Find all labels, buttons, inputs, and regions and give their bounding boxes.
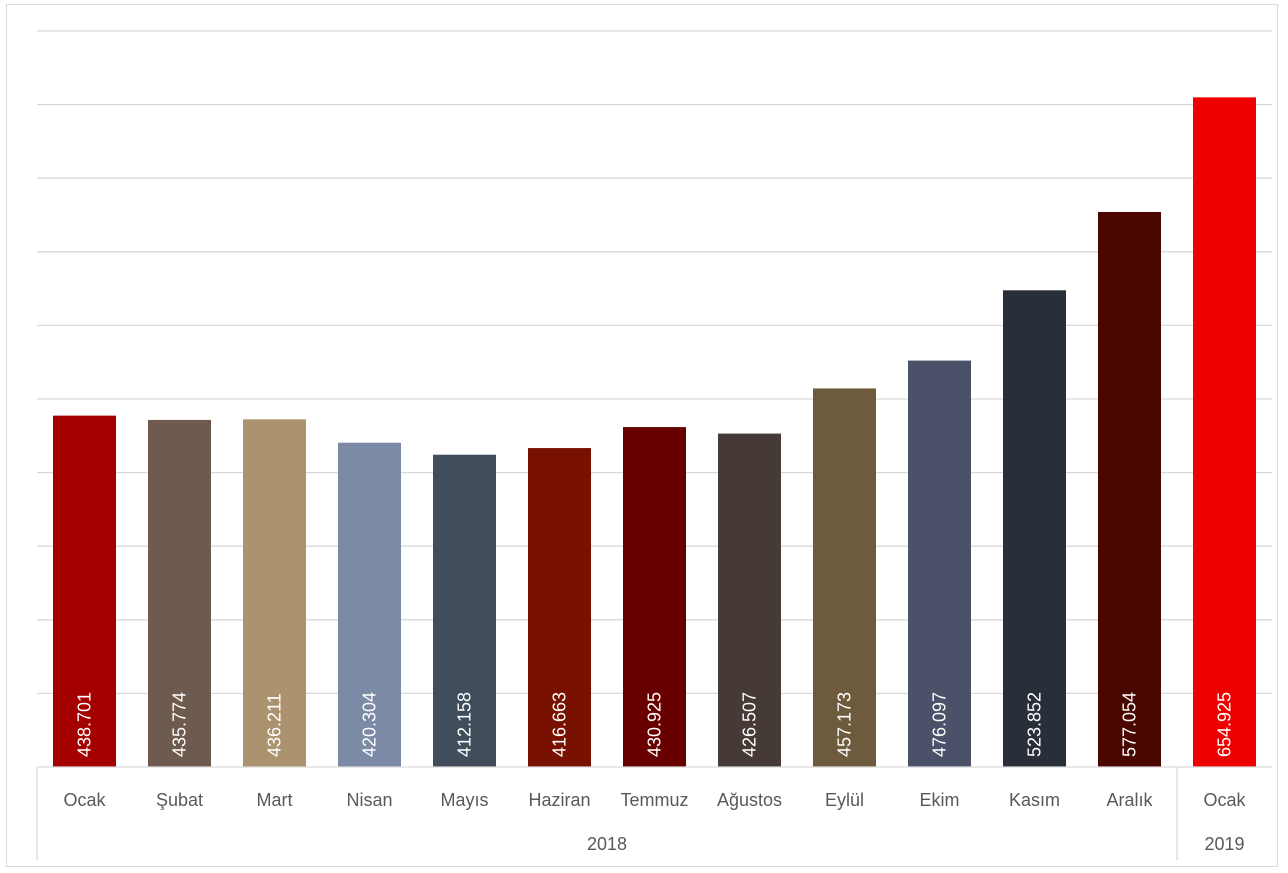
data-label: 654.925 [1215,692,1235,757]
bar [718,433,781,767]
x-tick-label: Mart [257,790,293,810]
x-tick-label: Eylül [825,790,864,810]
x-tick-label: Aralık [1106,790,1153,810]
bar [528,448,591,767]
data-label: 438.701 [75,692,95,757]
bar [53,415,116,767]
bar [433,454,496,767]
bar [908,360,971,767]
x-tick-label: Kasım [1009,790,1060,810]
bar [1003,290,1066,767]
x-group-label: 2019 [1204,834,1244,854]
bar [623,427,686,767]
data-label: 412.158 [455,692,475,757]
x-tick-label: Ocak [1203,790,1246,810]
bar [1193,97,1256,767]
data-label: 435.774 [170,692,190,757]
x-tick-label: Ekim [920,790,960,810]
x-tick-label: Ocak [63,790,106,810]
bar [243,419,306,767]
x-tick-label: Temmuz [620,790,688,810]
bar [1098,211,1161,768]
data-label: 426.507 [740,692,760,757]
data-label: 420.304 [360,692,380,757]
x-tick-label: Nisan [346,790,392,810]
data-label: 476.097 [930,692,950,757]
bar [148,419,211,767]
data-label: 416.663 [550,692,570,757]
data-label: 523.852 [1025,692,1045,757]
data-label: 457.173 [835,692,855,757]
x-tick-label: Ağustos [717,790,782,810]
data-label: 577.054 [1120,692,1140,757]
x-tick-label: Haziran [528,790,590,810]
x-group-label: 2018 [587,834,627,854]
data-label: 436.211 [265,693,285,757]
bar [813,388,876,767]
bar [338,442,401,767]
data-label: 430.925 [645,692,665,757]
x-tick-label: Mayıs [440,790,488,810]
x-tick-label: Şubat [156,790,203,810]
